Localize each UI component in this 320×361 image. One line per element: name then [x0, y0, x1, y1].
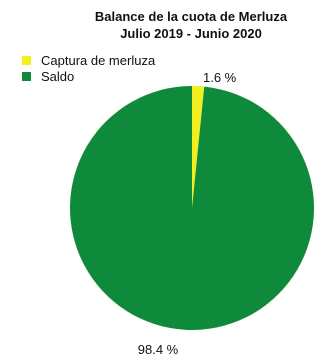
chart-subtitle: Julio 2019 - Junio 2020 — [120, 26, 262, 41]
legend-label-captura: Captura de merluza — [41, 52, 156, 68]
chart-legend: Captura de merluza Saldo — [22, 52, 155, 84]
legend-label-saldo: Saldo — [41, 68, 75, 84]
legend-swatch-saldo — [22, 71, 31, 81]
chart-title: Balance de la cuota de Merluza — [94, 9, 288, 24]
pie-slice-captura — [192, 86, 205, 208]
legend-item-saldo: Saldo — [22, 68, 155, 84]
pie-slice-saldo — [69, 86, 314, 330]
data-label-captura: 1.6 % — [203, 70, 237, 85]
legend-item-captura: Captura de merluza — [22, 52, 155, 68]
legend-swatch-captura — [22, 55, 31, 65]
data-label-saldo: 98.4 % — [138, 342, 179, 357]
